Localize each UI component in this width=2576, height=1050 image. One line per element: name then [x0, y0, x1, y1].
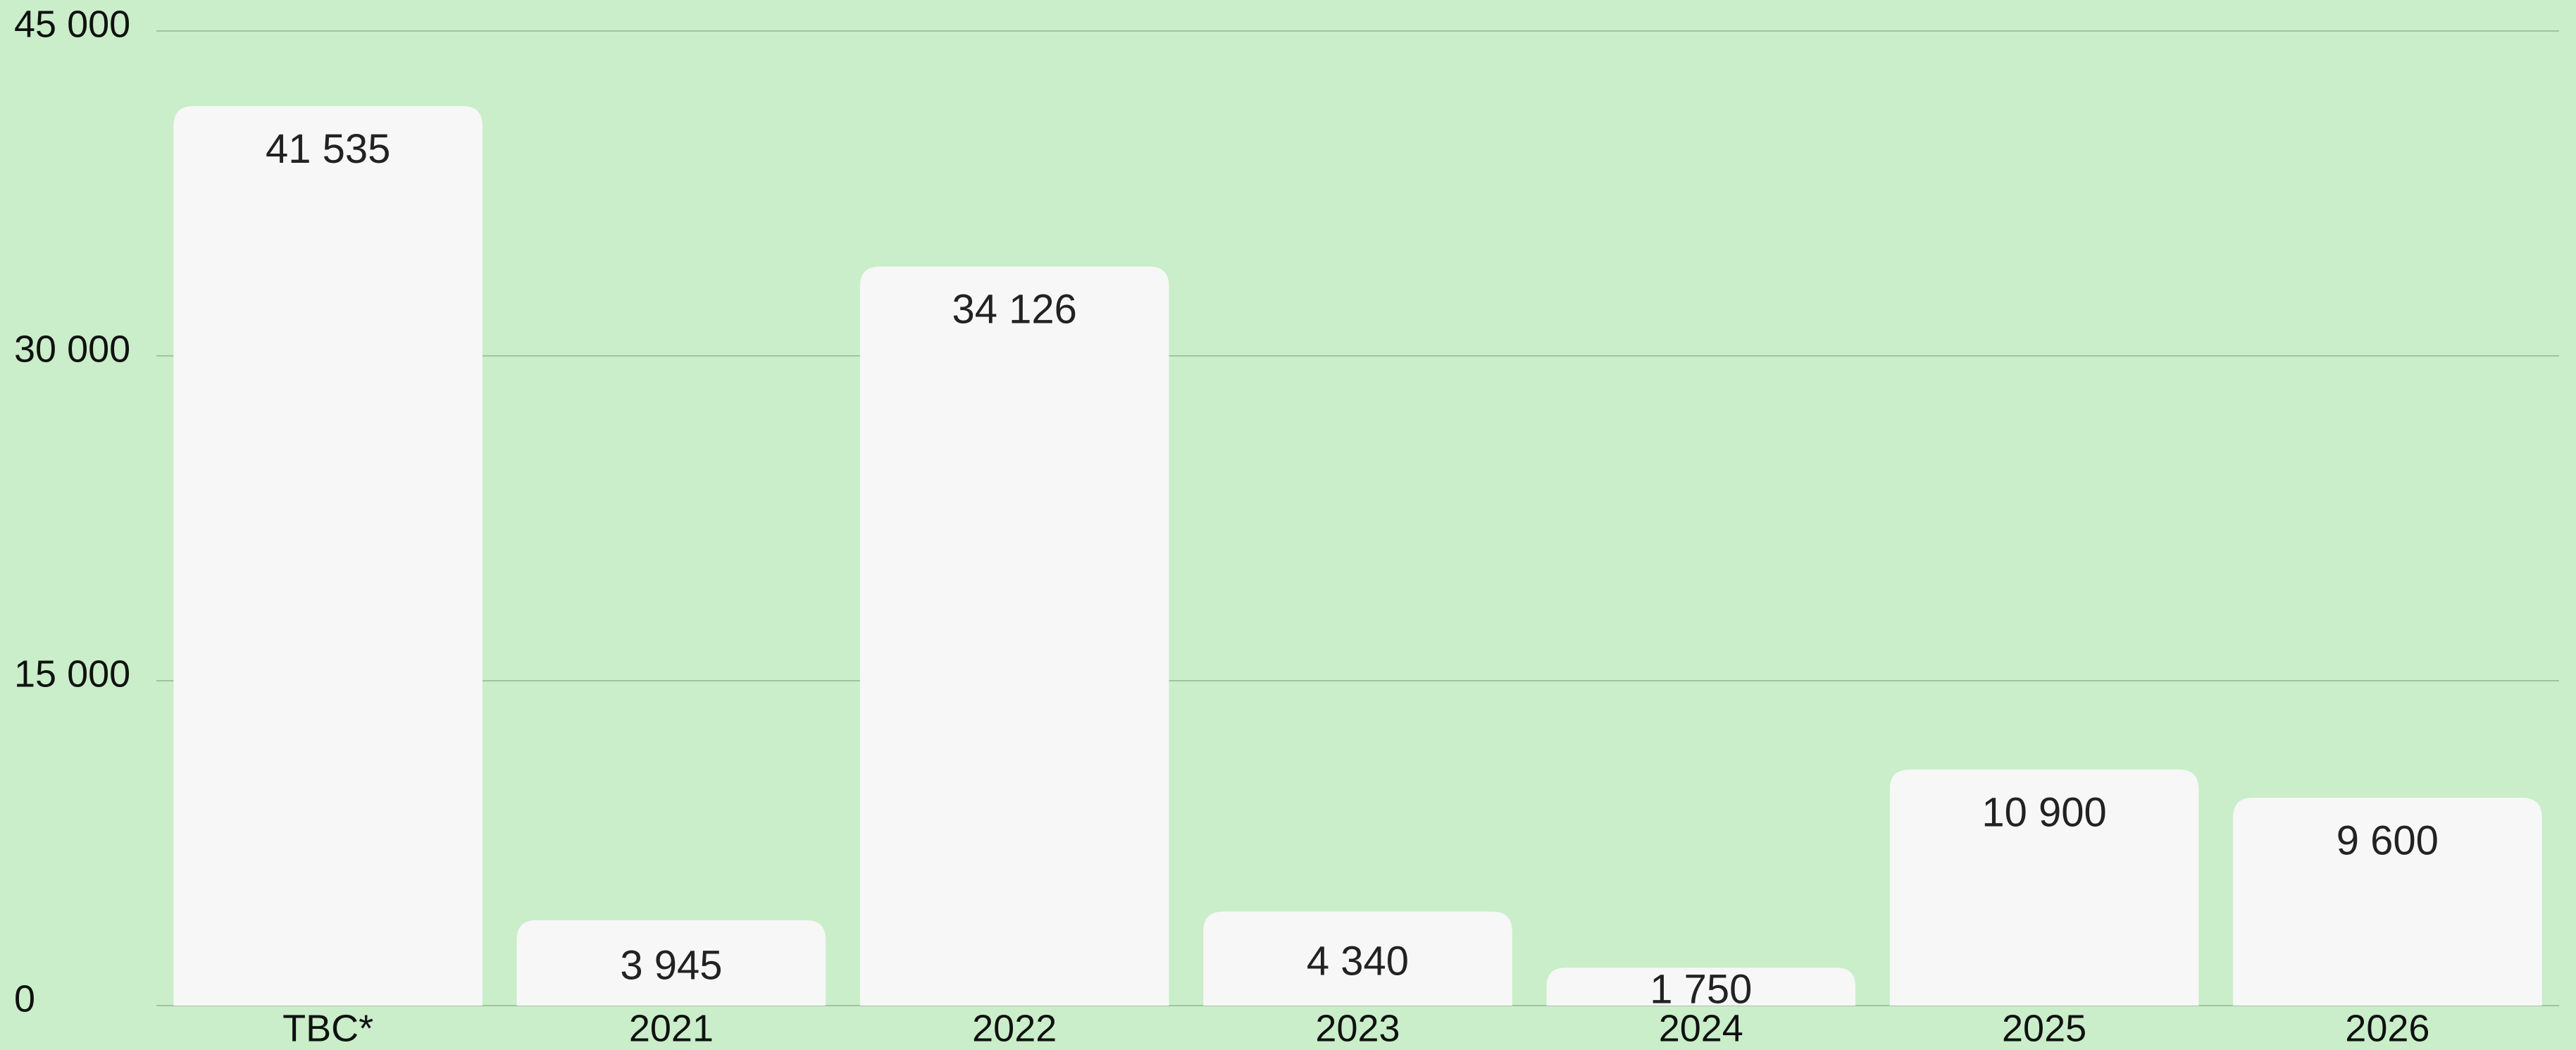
- bar: [1546, 968, 1856, 1006]
- x-tick-label: 2024: [1659, 1007, 1743, 1049]
- x-tick-label: 2022: [972, 1007, 1057, 1049]
- bar: [516, 920, 826, 1006]
- y-tick-label: 0: [14, 977, 35, 1020]
- value-label: 10 900: [1981, 789, 2106, 835]
- x-tick-label: TBC*: [282, 1007, 373, 1049]
- y-tick-label: 15 000: [14, 653, 130, 695]
- value-label: 3 945: [620, 943, 722, 989]
- value-label: 1 750: [1650, 966, 1752, 1012]
- x-tick-label: 2026: [2345, 1007, 2429, 1049]
- x-tick-label: 2021: [629, 1007, 714, 1049]
- value-label: 34 126: [952, 287, 1077, 333]
- x-tick-label: 2025: [2002, 1007, 2086, 1049]
- value-label: 41 535: [266, 126, 390, 172]
- x-tick-label: 2023: [1315, 1007, 1400, 1049]
- bar: [173, 106, 483, 1006]
- bar: [2233, 797, 2542, 1006]
- value-label: 9 600: [2337, 817, 2439, 863]
- y-tick-label: 30 000: [14, 328, 130, 370]
- y-tick-label: 45 000: [14, 3, 130, 45]
- bar: [1203, 911, 1512, 1006]
- value-label: 4 340: [1307, 939, 1409, 984]
- bar: [859, 266, 1169, 1006]
- bar: [1889, 770, 2199, 1006]
